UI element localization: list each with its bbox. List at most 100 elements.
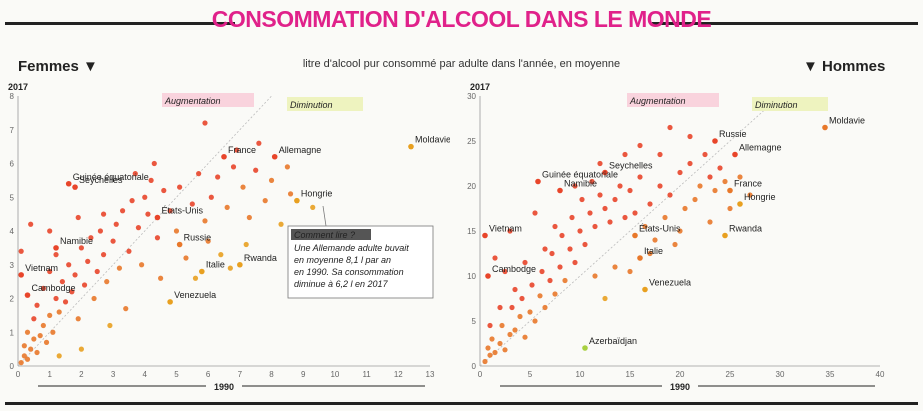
x-tick-label: 10 — [330, 370, 339, 379]
labeled-point — [737, 201, 743, 207]
x-tick-label: 9 — [301, 370, 306, 379]
x-tick-label: 35 — [826, 370, 835, 379]
point-label: Allemagne — [739, 143, 782, 153]
data-point — [667, 124, 673, 131]
x-tick-label: 1 — [47, 370, 52, 379]
data-point — [697, 183, 703, 189]
data-point — [552, 223, 558, 230]
labeled-point — [632, 232, 638, 239]
point-label: Venezuela — [649, 278, 691, 288]
data-point — [287, 191, 294, 197]
data-point — [126, 248, 132, 254]
labeled-point — [65, 180, 72, 187]
data-point — [28, 221, 34, 227]
x-tick-label: 25 — [726, 370, 735, 379]
data-point — [183, 255, 189, 261]
x-tick-label: 11 — [362, 370, 371, 379]
augmentation-label: Augmentation — [164, 96, 221, 106]
data-point — [218, 252, 224, 258]
title-rule-right — [652, 22, 918, 25]
data-point — [487, 322, 493, 329]
data-point — [177, 184, 183, 190]
data-point — [622, 151, 628, 158]
data-point — [75, 316, 81, 322]
data-point — [482, 358, 488, 365]
point-label: Russie — [184, 233, 212, 243]
data-point — [135, 225, 142, 231]
x-tick-label: 8 — [269, 370, 274, 379]
y-tick-label: 5 — [472, 317, 477, 326]
labeled-point — [176, 241, 183, 248]
data-point — [747, 192, 753, 198]
data-point — [502, 347, 508, 353]
labeled-point — [408, 143, 414, 150]
data-point — [50, 329, 56, 335]
data-point — [24, 356, 31, 362]
data-point — [75, 214, 81, 221]
data-point — [167, 208, 173, 214]
data-point — [28, 346, 34, 352]
title-bar: CONSOMMATION D'ALCOOL DANS LE MONDE — [0, 0, 923, 48]
y-tick-label: 25 — [467, 137, 476, 146]
y-tick-label: 0 — [472, 362, 477, 371]
data-point — [617, 183, 623, 189]
data-point — [657, 151, 663, 158]
data-point — [230, 164, 237, 170]
labeled-point — [637, 255, 643, 261]
y-tick-label: 5 — [10, 193, 15, 202]
x-tick-label: 2 — [79, 370, 84, 379]
annotation-heading-bg — [291, 229, 371, 240]
x-tick-label: 40 — [876, 370, 885, 379]
data-point — [602, 295, 608, 302]
data-point — [642, 223, 648, 230]
point-label: Seychelles — [609, 161, 653, 171]
data-point — [522, 334, 528, 340]
data-point — [569, 214, 575, 221]
data-point — [202, 120, 208, 126]
data-point — [88, 235, 94, 241]
labeled-point — [557, 187, 563, 194]
data-point — [547, 277, 553, 284]
data-point — [567, 246, 573, 252]
data-point — [507, 228, 513, 234]
data-point — [62, 299, 69, 305]
chart-title: CONSOMMATION D'ALCOOL DANS LE MONDE — [211, 6, 712, 32]
data-point — [97, 228, 103, 234]
data-point — [243, 241, 249, 248]
data-point — [119, 208, 126, 214]
labeled-point — [294, 197, 300, 204]
bottom-rule — [5, 402, 918, 405]
data-point — [672, 241, 678, 248]
x-axis-label: 1990 — [670, 382, 690, 392]
data-point — [589, 178, 595, 185]
point-label: Italie — [644, 246, 663, 256]
point-label: Azerbaïdjan — [589, 336, 637, 346]
data-point — [647, 201, 653, 207]
diminution-box — [752, 97, 828, 111]
data-point — [572, 183, 578, 189]
data-point — [552, 291, 558, 297]
data-point — [687, 133, 693, 140]
data-point — [113, 221, 119, 227]
annotation-text: diminue à 6,2 l en 2017 — [294, 279, 389, 289]
annotation-heading: Comment lire ? — [294, 230, 355, 240]
point-label: Guinée équatoriale — [73, 172, 149, 182]
data-point — [559, 232, 565, 239]
point-label: Guinée équatoriale — [542, 170, 618, 180]
data-point — [557, 264, 563, 270]
data-point — [677, 169, 683, 176]
x-tick-label: 5 — [528, 370, 533, 379]
y-tick-label: 0 — [10, 362, 15, 371]
labeled-point — [221, 153, 227, 160]
data-point — [47, 268, 53, 275]
data-point — [154, 235, 161, 241]
point-label: Namibie — [564, 179, 597, 189]
augmentation-label: Augmentation — [629, 96, 686, 106]
data-point — [34, 349, 40, 356]
point-label: Namibie — [60, 236, 93, 246]
data-point — [18, 360, 24, 366]
x-tick-label: 10 — [576, 370, 585, 379]
y-tick-label: 1 — [10, 328, 15, 337]
data-point — [47, 312, 53, 318]
point-label: Vietnam — [489, 224, 522, 234]
